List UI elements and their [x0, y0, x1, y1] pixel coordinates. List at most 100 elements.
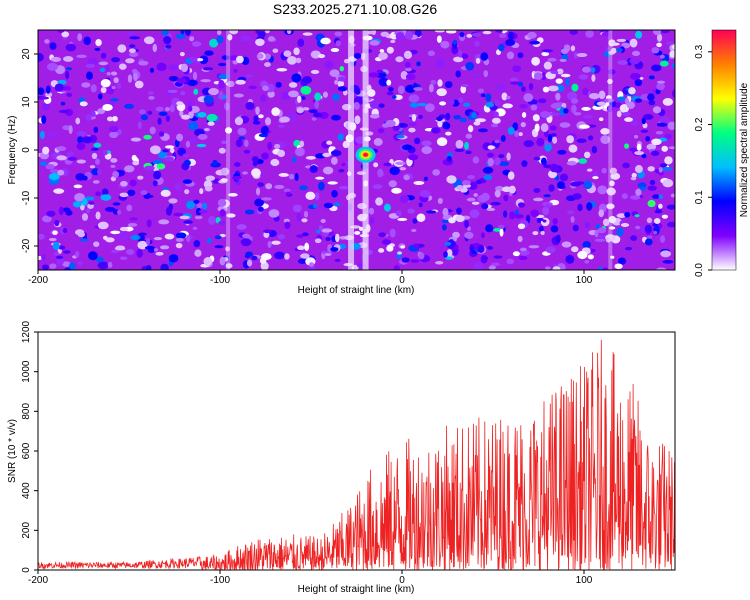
- heatmap-cell: [512, 65, 522, 73]
- heatmap-cell: [536, 218, 544, 222]
- heatmap-cell: [608, 215, 617, 224]
- heatmap-cell: [635, 30, 643, 39]
- heatmap-cell: [236, 224, 247, 230]
- heatmap-cell: [652, 194, 660, 199]
- heatmap-cell: [600, 135, 611, 145]
- heatmap-cell: [118, 63, 127, 70]
- heatmap-cell: [307, 264, 316, 270]
- colorbar-gradient: [711, 29, 737, 271]
- heatmap-cell: [77, 232, 86, 238]
- heatmap-cell: [218, 147, 226, 154]
- heatmap-cell: [38, 87, 45, 96]
- heatmap-cell: [140, 190, 148, 196]
- heatmap-cell: [583, 151, 591, 159]
- heatmap-cell: [460, 85, 467, 94]
- heatmap-cell: [630, 176, 637, 181]
- heatmap-cell: [253, 115, 259, 123]
- heatmap-cell: [271, 107, 280, 117]
- heatmap-cell: [635, 188, 642, 196]
- heatmap-cell: [494, 157, 501, 166]
- heatmap-cell: [518, 132, 523, 137]
- heatmap-cell: [113, 77, 119, 84]
- heatmap-cell: [260, 125, 269, 135]
- heatmap-cell: [642, 114, 654, 120]
- heatmap-cell: [200, 79, 211, 83]
- heatmap-cell: [498, 43, 505, 52]
- heatmap-cell: [143, 36, 155, 45]
- heatmap-cell: [480, 232, 485, 239]
- heatmap-cell: [610, 172, 621, 180]
- heatmap-cell: [375, 197, 383, 206]
- heatmap-cell: [72, 201, 82, 208]
- heatmap-cell: [480, 52, 489, 61]
- heatmap-cell: [97, 221, 109, 230]
- heatmap-cell: [656, 33, 663, 42]
- heatmap-cell: [520, 122, 526, 128]
- heatmap-cell: [661, 167, 673, 171]
- heatmap-cell: [301, 232, 309, 237]
- heatmap-cell: [48, 172, 60, 181]
- heatmap-cell: [493, 228, 502, 232]
- heatmap-cell: [199, 55, 209, 65]
- heatmap-cell: [661, 214, 669, 219]
- heatmap-cell: [529, 40, 540, 45]
- heatmap-cell: [530, 104, 538, 111]
- heatmap-cell: [76, 54, 87, 59]
- heatmap-cell: [97, 168, 102, 176]
- heatmap-cell: [160, 263, 169, 270]
- heatmap-cell: [39, 130, 45, 140]
- heatmap-cell: [571, 246, 579, 253]
- heatmap-cell: [399, 195, 410, 204]
- snr-x-ticks: -200 -100 0 100: [28, 570, 593, 586]
- heatmap-cell: [338, 76, 346, 82]
- heatmap-cell: [436, 88, 447, 97]
- heatmap-cell: [285, 191, 291, 196]
- heatmap-cell: [189, 36, 195, 42]
- heatmap-cell: [465, 62, 475, 71]
- heatmap-cell: [260, 94, 267, 103]
- heatmap-cell: [521, 112, 527, 118]
- heatmap-cell: [192, 71, 198, 81]
- heatmap-cell: [218, 220, 226, 226]
- heatmap-cell: [214, 235, 222, 240]
- heatmap-cell: [144, 245, 155, 250]
- heatmap-cell: [659, 116, 671, 124]
- heatmap-cell: [168, 254, 179, 263]
- heatmap-cell: [137, 121, 142, 130]
- heatmap-cell: [506, 51, 515, 60]
- heatmap-cell: [273, 143, 281, 149]
- heatmap-cell: [421, 146, 432, 155]
- heatmap-cell: [94, 47, 101, 51]
- heatmap-cell: [607, 78, 613, 85]
- heatmap-cell: [152, 43, 158, 53]
- heatmap-cell: [132, 69, 138, 74]
- heatmap-cell: [267, 240, 272, 248]
- heatmap-cell: [110, 98, 119, 102]
- heatmap-cell: [192, 226, 198, 230]
- heatmap-cell: [68, 125, 73, 135]
- heatmap-cell: [279, 116, 291, 123]
- heatmap-cell: [649, 179, 656, 185]
- heatmap-cell: [341, 162, 346, 167]
- heatmap-cell: [149, 145, 161, 155]
- heatmap-cell: [314, 92, 322, 101]
- y-tick-label: 800: [21, 403, 32, 420]
- heatmap-cell: [626, 101, 635, 109]
- heatmap-cell: [494, 99, 501, 107]
- heatmap-cell: [93, 241, 100, 247]
- heatmap-cell: [66, 93, 73, 97]
- heatmap-cell: [267, 142, 273, 150]
- snr-y-ticks: 0 200 400 600 800 1000 1200: [21, 320, 38, 573]
- heatmap-cell: [641, 153, 647, 159]
- heatmap-cell: [559, 58, 567, 63]
- heatmap-cell: [540, 157, 547, 166]
- heatmap-cell: [100, 86, 107, 94]
- heatmap-cell: [240, 35, 251, 42]
- heatmap-cell: [324, 60, 334, 69]
- heatmap-cell: [207, 121, 215, 126]
- heatmap-cell: [245, 101, 255, 111]
- snr-y-axis-label: SNR (10 * v/v): [7, 419, 18, 483]
- heatmap-cell: [519, 103, 528, 109]
- heatmap-cell: [49, 169, 60, 173]
- snr-panel: -200 -100 0 100 0 200 400 600 800 1000 1200 Heigh…: [7, 320, 676, 595]
